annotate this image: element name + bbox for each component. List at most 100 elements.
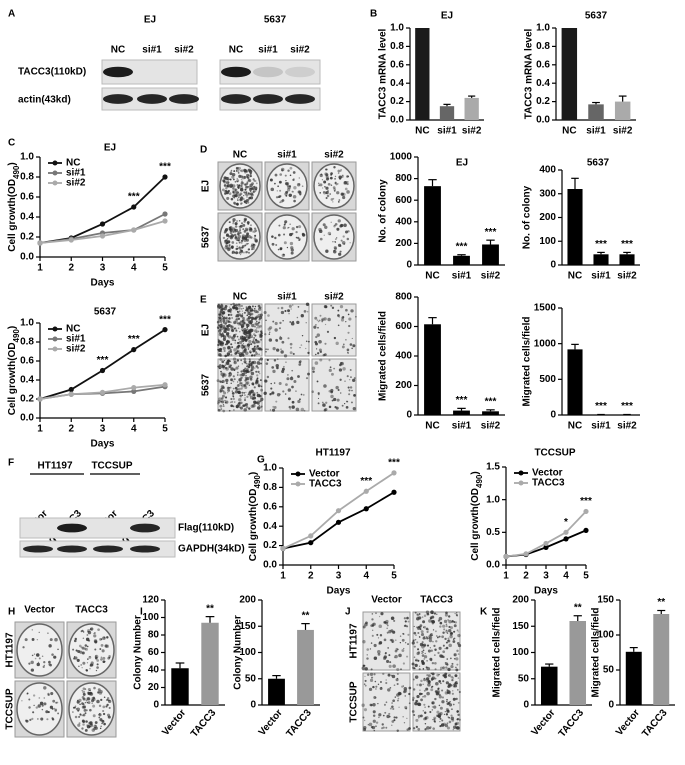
cell-dot — [92, 696, 96, 700]
cell-dot — [96, 663, 99, 666]
cell-dot — [230, 343, 233, 346]
cell-dot — [329, 193, 331, 195]
cell-dot — [219, 324, 223, 328]
cell-dot — [430, 649, 433, 652]
cell-dot — [222, 236, 226, 240]
significance: *** — [595, 239, 607, 250]
cell-dot — [231, 247, 234, 249]
cell-dot — [82, 723, 85, 726]
cell-dot — [330, 184, 333, 186]
cell-dot — [53, 655, 57, 659]
cell-dot — [383, 655, 387, 659]
cell-dot — [241, 313, 244, 315]
cell-dot — [265, 350, 267, 353]
legend-marker — [52, 160, 58, 166]
point — [162, 218, 168, 224]
cell-dot — [305, 377, 309, 380]
cell-dot — [249, 175, 252, 178]
cell-dot — [287, 337, 290, 340]
cell-dot — [283, 223, 286, 226]
cell-dot — [456, 649, 459, 653]
cell-dot — [431, 672, 435, 676]
cell-dot — [90, 723, 93, 726]
cell-dot — [449, 634, 453, 639]
cell-dot — [334, 178, 336, 180]
cell-dot — [241, 353, 245, 357]
cell-dot — [223, 391, 227, 395]
cell-dot — [346, 375, 349, 378]
cell-dot — [93, 632, 96, 635]
x-tick-label: 4 — [363, 571, 369, 582]
cell-dot — [54, 708, 58, 711]
x-tick-label: si#2 — [462, 126, 482, 137]
cell-dot — [220, 340, 223, 343]
cell-dot — [411, 641, 415, 645]
cell-dot — [415, 626, 418, 629]
cell-dot — [28, 662, 31, 665]
cell-dot — [85, 720, 88, 723]
cell-dot — [374, 680, 377, 683]
cell-dot — [238, 353, 243, 358]
x-tick-label: si#2 — [481, 421, 501, 432]
cell-dot — [293, 178, 295, 180]
cell-dot — [256, 377, 259, 380]
cell-dot — [422, 683, 424, 686]
y-tick-label: 1.5 — [486, 462, 500, 473]
cell-dot — [386, 659, 390, 663]
cell-dot — [315, 353, 317, 356]
cell-dot — [35, 706, 38, 709]
cell-dot — [337, 172, 340, 174]
cell-dot — [221, 400, 225, 404]
cell-dot — [430, 686, 433, 688]
cell-dot — [247, 179, 250, 182]
cell-dot — [391, 705, 394, 709]
x-tick-label: 1 — [37, 263, 43, 274]
cell-dot — [91, 661, 93, 663]
cell-dot — [237, 387, 241, 391]
legend-label: Vector — [532, 468, 563, 479]
legend-marker — [52, 180, 58, 186]
cell-dot — [85, 709, 88, 712]
cell-dot — [425, 666, 428, 669]
cell-dot — [233, 348, 237, 352]
cell-dot — [439, 720, 441, 723]
cell-dot — [422, 696, 424, 698]
cell-dot — [234, 390, 238, 394]
cell-dot — [427, 683, 431, 687]
y-tick-label: 0.0 — [536, 115, 550, 126]
cell-dot — [238, 307, 241, 310]
cell-dot — [224, 399, 226, 402]
cell-dot — [254, 325, 256, 328]
cell-dot — [291, 385, 294, 389]
row-label: HT1197 — [5, 632, 16, 667]
blot-band — [57, 545, 87, 553]
error-bar — [573, 615, 582, 621]
cell-dot — [245, 306, 248, 308]
cell-dot — [230, 353, 233, 356]
cell-dot — [417, 702, 421, 707]
cell-dot — [52, 699, 56, 703]
point — [162, 382, 168, 388]
cell-dot — [448, 625, 451, 629]
cell-dot — [372, 714, 376, 718]
cell-dot — [245, 376, 250, 381]
y-tick-label: 800 — [395, 173, 412, 184]
x-tick-label: si#1 — [452, 271, 472, 282]
cell-dot — [431, 709, 434, 711]
cell-dot — [270, 387, 273, 390]
cell-dot — [225, 382, 228, 384]
y-tick-label: 0.5 — [486, 527, 500, 538]
cell-dot — [279, 181, 281, 184]
cell-dot — [253, 345, 256, 348]
cell-dot — [455, 681, 458, 684]
cell-dot — [220, 321, 222, 323]
cell-dot — [241, 394, 244, 397]
cell-dot — [86, 662, 89, 664]
error-bar — [545, 663, 554, 667]
cell-dot — [438, 704, 441, 707]
cell-dot — [79, 703, 81, 706]
cell-dot — [456, 689, 459, 691]
cell-dot — [89, 656, 91, 658]
y-axis-label-part: Cell growth(OD — [248, 488, 259, 561]
cell-dot — [353, 377, 356, 380]
